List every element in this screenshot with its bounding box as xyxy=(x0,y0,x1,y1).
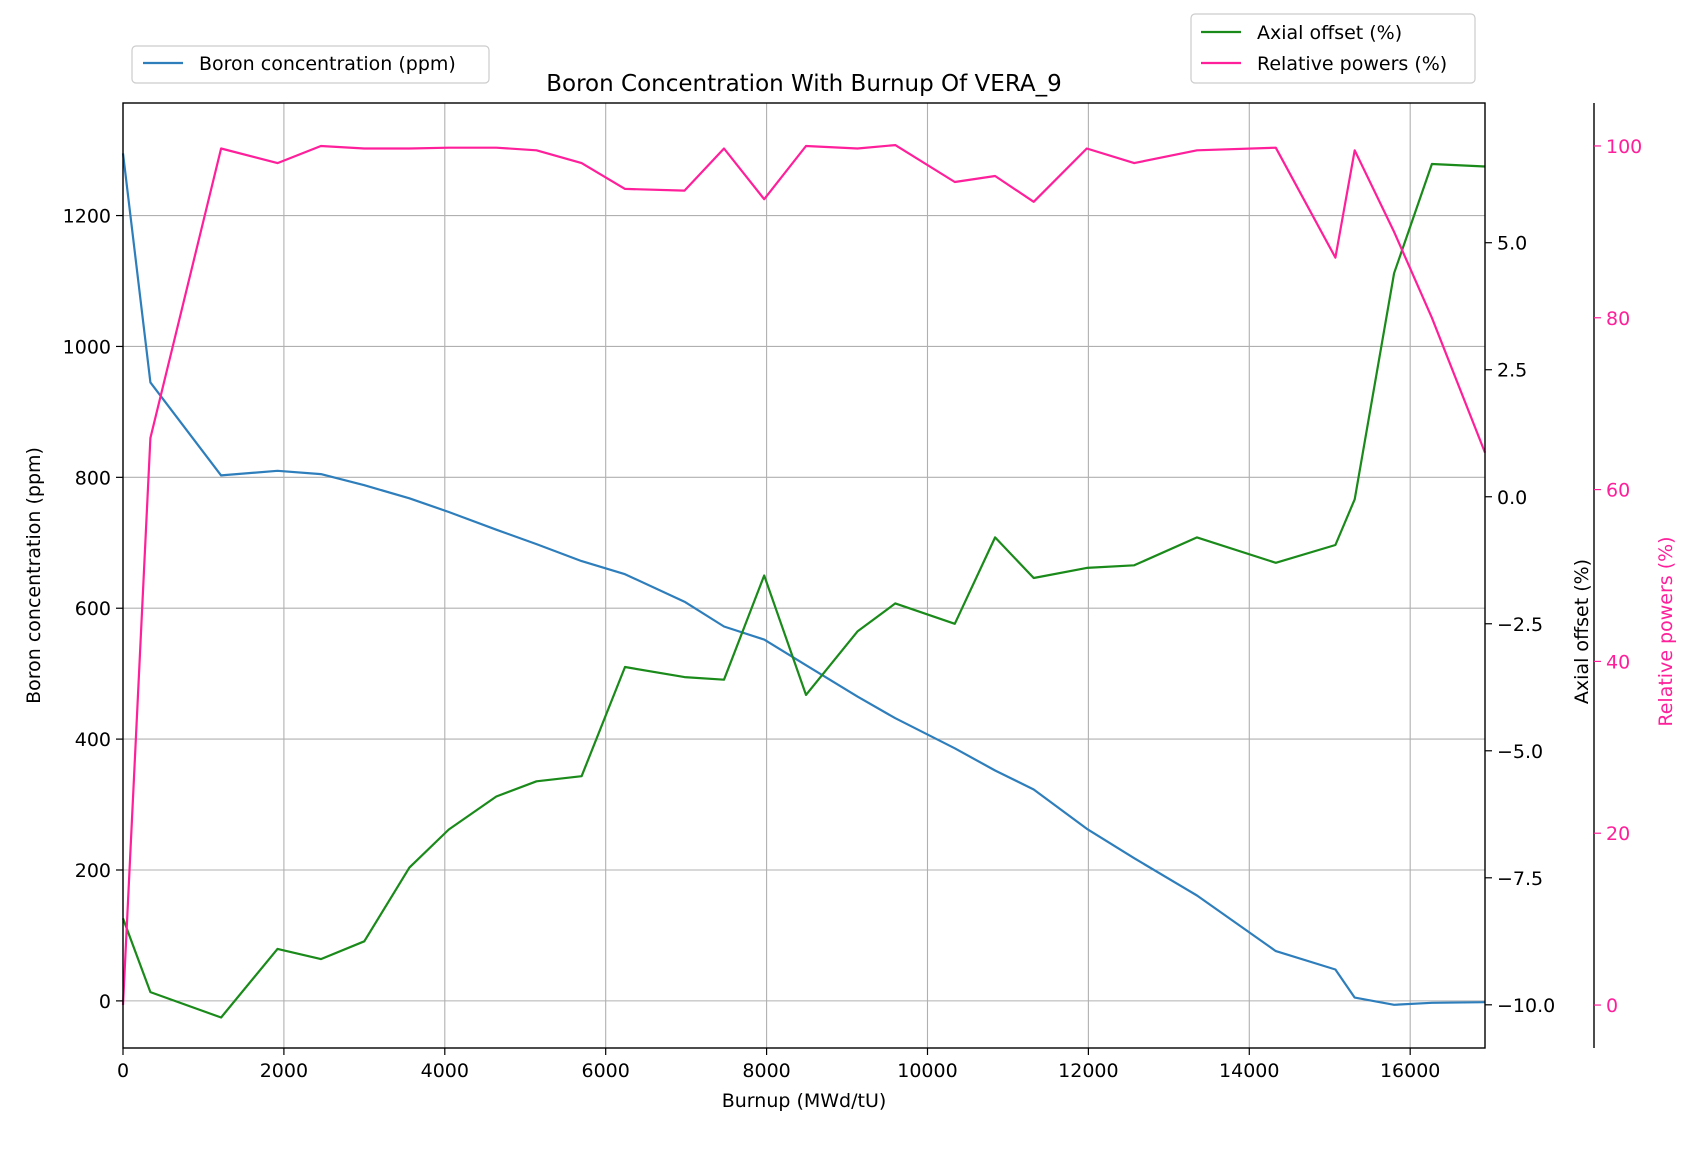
y-right-axial-tick-label: −2.5 xyxy=(1497,614,1543,636)
y-right-axial-tick-label: −10.0 xyxy=(1497,995,1555,1017)
series-layer xyxy=(121,144,1487,1019)
y-right-power-tick-label: 20 xyxy=(1606,823,1630,845)
y-left-tick-label: 600 xyxy=(75,598,111,620)
y-left-tick-label: 800 xyxy=(75,467,111,489)
y-left-tick-label: 400 xyxy=(75,729,111,751)
grid xyxy=(122,103,1485,1048)
y-left-tick-label: 200 xyxy=(75,860,111,882)
y-right-axial-tick-label: 0.0 xyxy=(1497,487,1527,509)
x-tick-label: 10000 xyxy=(897,1060,957,1082)
legend-boron: Boron concentration (ppm) xyxy=(131,45,490,84)
x-tick-label: 14000 xyxy=(1219,1060,1279,1082)
y-right-axial-tick-label: −5.0 xyxy=(1497,741,1543,763)
y-right-power-tick-label: 100 xyxy=(1606,136,1642,158)
x-tick-label: 8000 xyxy=(742,1060,790,1082)
y-right-power-axis-label: Relative powers (%) xyxy=(1655,536,1677,726)
y-right-power-tick-label: 60 xyxy=(1606,480,1630,502)
legend-axial-power: Axial offset (%) Relative powers (%) xyxy=(1190,13,1476,84)
y-left-tick-label: 1200 xyxy=(63,206,111,228)
y-right-axial-axis-label: Axial offset (%) xyxy=(1571,559,1593,704)
legend-label-axial: Axial offset (%) xyxy=(1257,22,1402,44)
y-left-axis-label: Boron concentration (ppm) xyxy=(23,447,45,704)
y-right-power-tick-label: 80 xyxy=(1606,308,1630,330)
legend-label-boron: Boron concentration (ppm) xyxy=(199,53,456,75)
plot-frame xyxy=(122,102,1486,1049)
legend-box xyxy=(131,45,490,84)
x-tick-label: 0 xyxy=(117,1060,129,1082)
series-line-boron xyxy=(121,153,1486,1006)
y-right-power-tick-label: 40 xyxy=(1606,651,1630,673)
x-tick-label: 6000 xyxy=(582,1060,630,1082)
y-left-tick-label: 0 xyxy=(99,991,111,1013)
chart-title: Boron Concentration With Burnup Of VERA_… xyxy=(546,71,1061,97)
ticks-layer: 0 2000 4000 6000 8000 10000 12000 14000 16000020… xyxy=(63,103,1642,1082)
x-axis-label: Burnup (MWd/tU) xyxy=(722,1090,887,1112)
legend-box xyxy=(1190,13,1476,84)
x-tick-label: 16000 xyxy=(1380,1060,1440,1082)
x-tick-label: 12000 xyxy=(1058,1060,1118,1082)
y-right-power-tick-label: 0 xyxy=(1606,995,1618,1017)
series-line-axial xyxy=(121,162,1486,1019)
x-tick-label: 4000 xyxy=(421,1060,469,1082)
legend-label-power: Relative powers (%) xyxy=(1257,53,1447,75)
x-tick-label: 2000 xyxy=(260,1060,308,1082)
series-line-power xyxy=(121,144,1487,1006)
y-right-axial-tick-label: 2.5 xyxy=(1497,360,1527,382)
y-right-axial-tick-label: −7.5 xyxy=(1497,868,1543,890)
y-right-axial-tick-label: 5.0 xyxy=(1497,233,1527,255)
y-left-tick-label: 1000 xyxy=(63,336,111,358)
